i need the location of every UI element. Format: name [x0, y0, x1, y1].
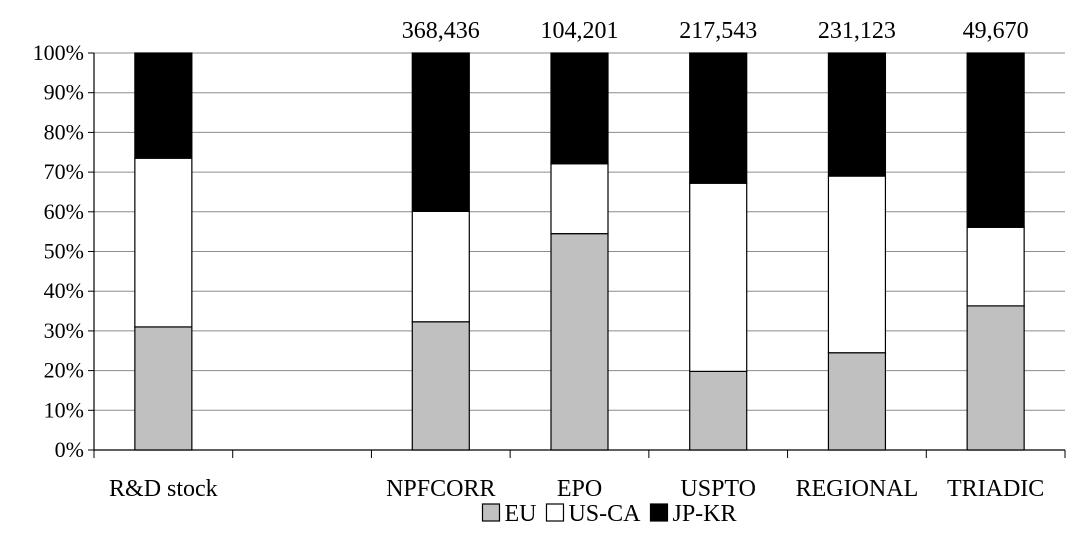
y-tick-label: 10% [44, 397, 84, 422]
x-tick-labels: R&D stock NPFCORR EPO USPTO REGIONAL TRIADIC [109, 476, 1044, 502]
y-tick-label: 50% [44, 239, 84, 264]
bar-segment-jp-kr [550, 52, 609, 165]
bar-segment-jp-kr [827, 52, 887, 177]
y-tick-label: 0% [55, 437, 84, 462]
y-tick-label: 100% [33, 40, 84, 65]
bar-segment-eu [411, 321, 470, 451]
bar-total-label: 217,543 [679, 18, 757, 44]
bar-segment-eu [689, 370, 748, 451]
total-labels: 368,436 104,201 217,543 231,123 49,670 [402, 18, 1029, 44]
bar-segment-us-ca [689, 182, 748, 372]
x-category-label: REGIONAL [796, 476, 919, 502]
bars [134, 52, 1025, 451]
y-tick-label: 70% [44, 159, 84, 184]
bar-total-label: 231,123 [818, 18, 896, 44]
bar-segment-us-ca [827, 175, 887, 354]
legend-label: EU [504, 501, 536, 527]
bar-segment-jp-kr [689, 52, 748, 184]
legend-swatch [481, 503, 501, 522]
bar-segment-eu [550, 233, 609, 451]
legend-swatch [545, 503, 565, 522]
bar-segment-eu [827, 352, 887, 451]
x-category-label: EPO [557, 476, 602, 502]
bar-segment-jp-kr [411, 52, 470, 213]
bar-segment-jp-kr [966, 52, 1025, 228]
bar-segment-us-ca [966, 226, 1025, 307]
bar-total-label: 104,201 [541, 18, 619, 44]
y-tick-label: 60% [44, 199, 84, 224]
bar-segment-eu [134, 326, 193, 451]
x-category-label: USPTO [680, 476, 756, 502]
y-tick-label: 20% [44, 358, 84, 383]
legend-swatch [649, 503, 669, 522]
y-tick-label: 80% [44, 119, 84, 144]
y-tick-labels: 0% 10% 20% 30% 40% 50% 60% 70% 80% 90% 100% [33, 40, 84, 462]
legend-label: JP-KR [672, 501, 736, 527]
bar-segment-jp-kr [134, 52, 193, 159]
bar-segment-eu [966, 305, 1025, 451]
bar-segment-us-ca [411, 210, 470, 323]
legend-label: US-CA [568, 501, 641, 527]
bar-segment-us-ca [134, 157, 193, 328]
x-category-label: TRIADIC [947, 476, 1044, 502]
bar-total-label: 49,670 [963, 18, 1029, 44]
y-tick-label: 40% [44, 278, 84, 303]
bar-segment-us-ca [550, 163, 609, 235]
x-category-label: NPFCORR [386, 476, 495, 502]
legend: EU US-CA JP-KR [481, 501, 737, 527]
x-category-label: R&D stock [109, 476, 218, 502]
y-tick-label: 30% [44, 318, 84, 343]
bar-total-label: 368,436 [402, 18, 480, 44]
y-tick-label: 90% [44, 80, 84, 105]
